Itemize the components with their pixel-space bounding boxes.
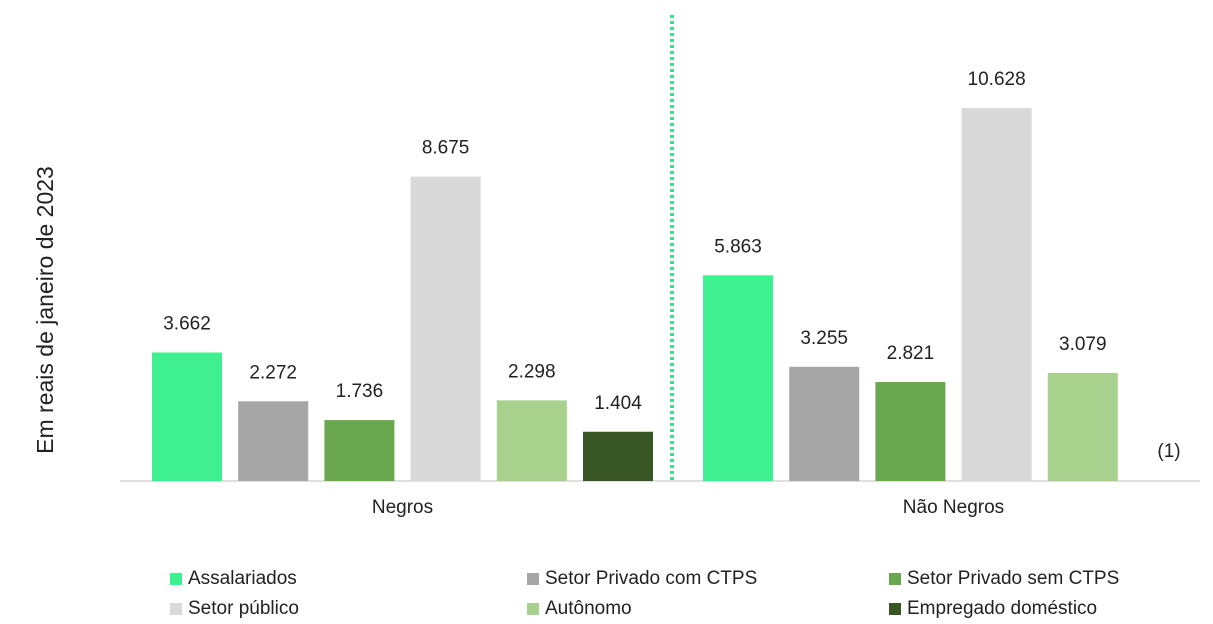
data-label: 1.736 (336, 381, 384, 402)
bar (496, 400, 567, 481)
legend-label: Autônomo (545, 598, 632, 619)
legend-label: Empregado doméstico (907, 598, 1097, 619)
bar (410, 176, 481, 481)
bar (324, 420, 395, 481)
annotation: (1) (1157, 441, 1180, 462)
bar (583, 431, 653, 481)
legend-label: Setor Privado com CTPS (545, 568, 757, 589)
legend-swatch (170, 603, 182, 615)
legend-swatch (527, 573, 539, 585)
data-label: 1.404 (594, 393, 642, 414)
legend-label: Setor público (188, 598, 299, 619)
data-label: 10.628 (968, 69, 1026, 90)
legend-swatch (889, 573, 901, 585)
x-tick-label: Não Negros (903, 497, 1004, 518)
data-label: 3.662 (163, 314, 211, 335)
legend-label: Setor Privado sem CTPS (907, 568, 1119, 589)
legend-swatch (527, 603, 539, 615)
legend-swatch (170, 573, 182, 585)
bar (152, 352, 222, 481)
y-axis-label: Em reais de janeiro de 2023 (32, 166, 58, 454)
data-label: 8.675 (422, 138, 470, 159)
data-label: 3.255 (800, 328, 848, 349)
data-label: 2.821 (887, 343, 935, 364)
bar (238, 401, 309, 481)
legend-swatch (889, 603, 901, 615)
data-label: 3.079 (1059, 334, 1107, 355)
bar (703, 275, 773, 481)
bar (875, 382, 946, 481)
legend-label: Assalariados (188, 568, 297, 589)
bar (789, 366, 860, 481)
data-label: 5.863 (714, 236, 762, 257)
data-label: 2.272 (249, 362, 297, 383)
data-label: 2.298 (508, 361, 556, 382)
bar (961, 108, 1032, 481)
bar (1047, 372, 1118, 481)
x-tick-label: Negros (372, 497, 433, 518)
